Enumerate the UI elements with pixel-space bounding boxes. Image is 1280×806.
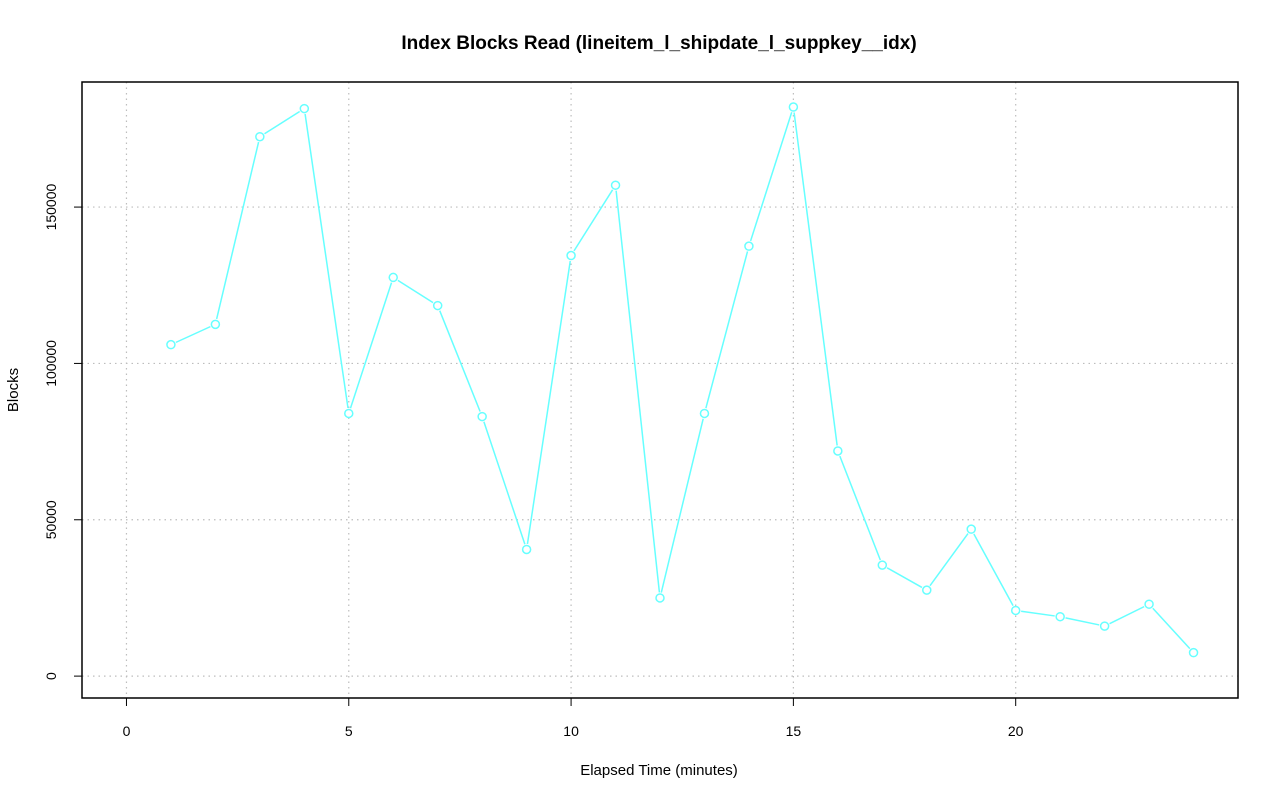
data-point [788,102,799,112]
chart-title: Index Blocks Read (lineitem_l_shipdate_l… [401,33,916,54]
data-point [566,250,576,261]
series-line-segment [973,533,1014,606]
series-line-segment [1021,610,1055,617]
series-layer [166,102,1199,658]
data-point [1144,599,1154,609]
axes: 0 5 10 15 20 0 50000 100000 150000 [43,184,1024,739]
plot-frame [81,81,1239,699]
y-axis-label: Blocks [5,368,22,412]
data-point [744,241,754,251]
series-line-segment [175,325,211,344]
series-line-segment [439,310,481,412]
series-line-segment [749,112,793,242]
x-tick-label: 5 [345,723,353,739]
data-point [210,319,221,330]
series-line-segment [793,112,838,446]
series-line-segment [1109,605,1145,625]
data-point [655,593,665,603]
data-point [1099,621,1110,631]
series-line-segment [215,141,260,320]
data-point [521,544,532,555]
data-point [477,411,487,422]
data-point [255,131,265,142]
series-line-segment [839,455,882,561]
series-line-segment [573,189,614,252]
data-point [966,524,976,534]
data-point [166,339,176,350]
series-line-segment [483,421,526,545]
x-tick-label: 15 [786,723,802,739]
data-point [610,180,621,190]
series-line-segment [615,190,661,593]
grid [82,82,1238,698]
data-point [1055,611,1065,622]
x-tick-label: 10 [563,723,579,739]
data-point [1188,647,1199,658]
series-line-segment [264,110,301,135]
x-axis-label: Elapsed Time (minutes) [580,762,738,779]
series-line-segment [1152,607,1191,650]
data-point [344,408,354,419]
data-point [1010,605,1021,616]
y-tick-label: 0 [43,672,59,680]
series-line-segment [660,418,704,593]
data-point [922,585,932,595]
series-line-segment [929,533,969,587]
y-tick-label: 50000 [43,500,59,539]
series-line-segment [526,260,571,545]
data-point [432,300,443,311]
series-line-segment [886,567,923,589]
data-point [699,408,710,419]
y-tick-label: 150000 [43,184,59,231]
series-line-segment [349,282,393,409]
y-tick-label: 100000 [43,340,59,387]
data-point [299,103,310,114]
data-point [388,272,398,283]
x-tick-label: 20 [1008,723,1024,739]
series-line-segment [705,251,749,409]
series-line-segment [1065,617,1100,626]
data-point [833,446,843,456]
x-tick-label: 0 [123,723,131,739]
data-point [877,560,888,570]
series-line-segment [397,279,434,304]
series-line-segment [304,113,349,409]
